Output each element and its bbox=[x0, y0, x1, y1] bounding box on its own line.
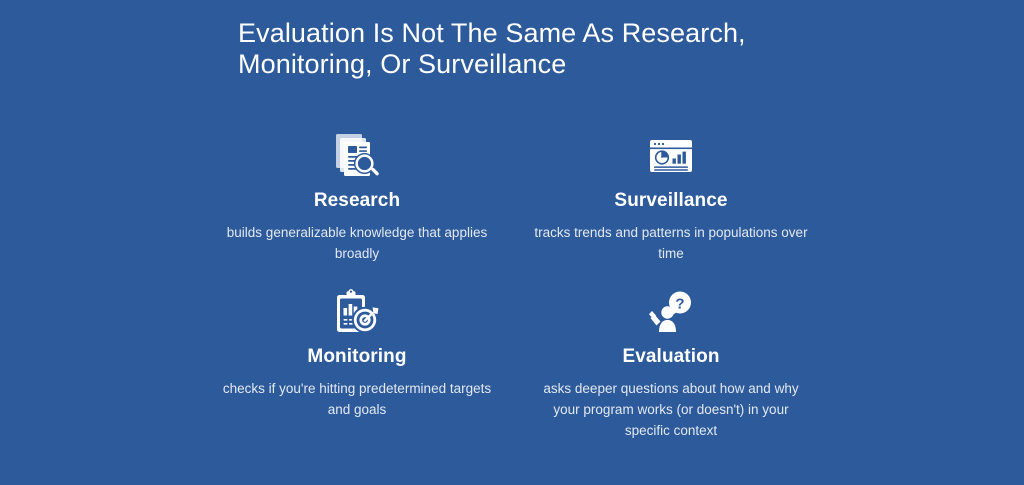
person-question-bubble-icon: ? bbox=[647, 286, 695, 338]
concept-card-evaluation: ? Evaluation asks deeper questions about… bbox=[514, 286, 828, 441]
concept-title: Monitoring bbox=[307, 346, 407, 367]
concept-title: Surveillance bbox=[614, 190, 728, 211]
concept-description: tracks trends and patterns in population… bbox=[534, 225, 808, 261]
concept-description: asks deeper questions about how and why … bbox=[543, 381, 799, 438]
concept-card-surveillance: Surveillance tracks trends and patterns … bbox=[514, 130, 828, 264]
concept-title: Research bbox=[313, 190, 401, 211]
svg-text:?: ? bbox=[675, 295, 684, 312]
concept-title: Evaluation bbox=[622, 346, 720, 367]
dashboard-charts-window-icon bbox=[648, 130, 694, 182]
concept-description: builds generalizable knowledge that appl… bbox=[226, 225, 488, 261]
concept-grid: Research builds generalizable knowledge … bbox=[200, 130, 828, 441]
page-title: Evaluation Is Not The Same As Research, … bbox=[238, 18, 746, 79]
concept-card-monitoring: Monitoring checks if you're hitting pred… bbox=[200, 286, 514, 441]
concept-description: checks if you're hitting predetermined t… bbox=[222, 381, 492, 417]
clipboard-target-icon bbox=[334, 286, 380, 338]
concept-card-research: Research builds generalizable knowledge … bbox=[200, 130, 514, 264]
documents-magnifier-icon bbox=[334, 130, 380, 182]
